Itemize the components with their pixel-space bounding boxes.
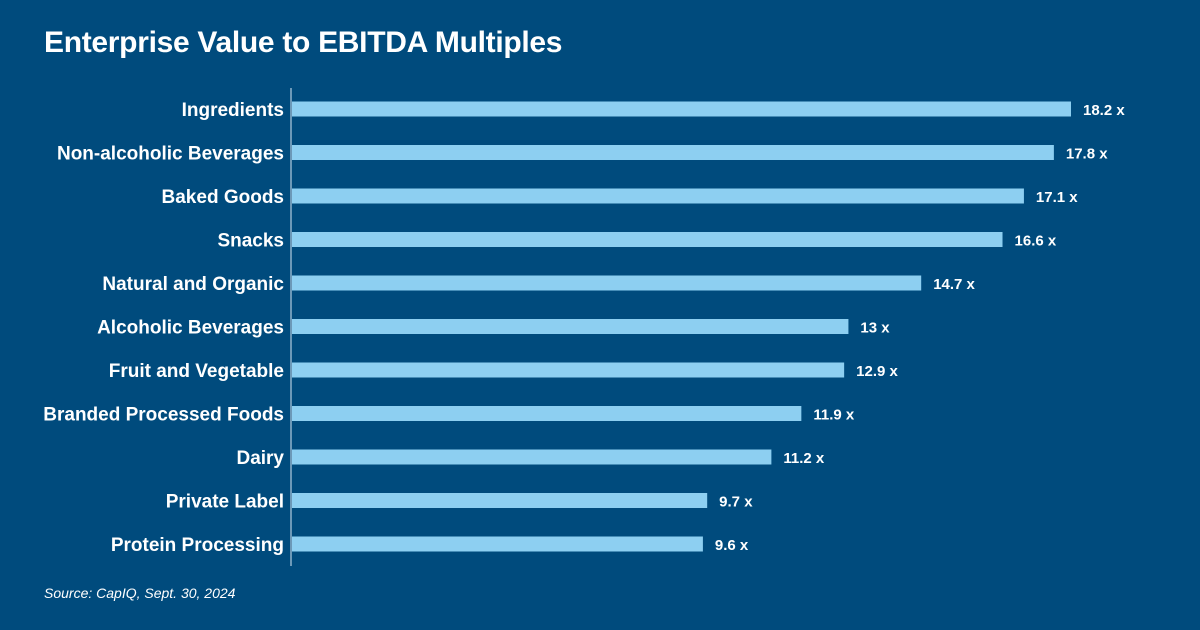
value-label: 12.9 x (856, 363, 898, 380)
category-label: Non-alcoholic Beverages (57, 144, 284, 165)
bar-10 (292, 536, 703, 552)
category-label: Ingredients (182, 100, 284, 121)
category-label: Private Label (166, 492, 284, 513)
category-label: Branded Processed Foods (43, 405, 284, 426)
category-label: Snacks (217, 231, 284, 252)
value-label: 18.2 x (1083, 102, 1125, 119)
bar-1 (292, 145, 1054, 160)
source-note: Source: CapIQ, Sept. 30, 2024 (44, 585, 236, 601)
value-label: 9.7 x (719, 494, 753, 511)
bar-5 (292, 319, 849, 334)
category-label: Natural and Organic (102, 274, 284, 295)
value-label: 9.6 x (715, 537, 749, 554)
value-label: 11.9 x (813, 407, 855, 424)
bar-3 (292, 232, 1003, 247)
bar-7 (292, 406, 802, 421)
chart-title: Enterprise Value to EBITDA Multiples (44, 26, 563, 59)
value-label: 16.6 x (1015, 233, 1057, 250)
value-label: 11.2 x (783, 450, 825, 467)
value-label: 13 x (860, 320, 890, 337)
category-label: Baked Goods (162, 187, 284, 208)
category-label: Alcoholic Beverages (97, 318, 284, 339)
bar-0 (292, 101, 1071, 117)
bar-8 (292, 449, 772, 465)
value-label: 17.8 x (1066, 146, 1108, 163)
category-label: Dairy (236, 448, 284, 469)
bars: Ingredients 18.2 x Non-alcoholic Beverages… (43, 100, 1125, 556)
bar-2 (292, 188, 1024, 204)
bar-9 (292, 493, 708, 508)
category-label: Fruit and Vegetable (109, 361, 284, 382)
category-label: Protein Processing (111, 535, 284, 556)
bar-6 (292, 362, 845, 378)
bar-4 (292, 275, 922, 291)
value-label: 14.7 x (933, 276, 975, 293)
value-label: 17.1 x (1036, 189, 1078, 206)
